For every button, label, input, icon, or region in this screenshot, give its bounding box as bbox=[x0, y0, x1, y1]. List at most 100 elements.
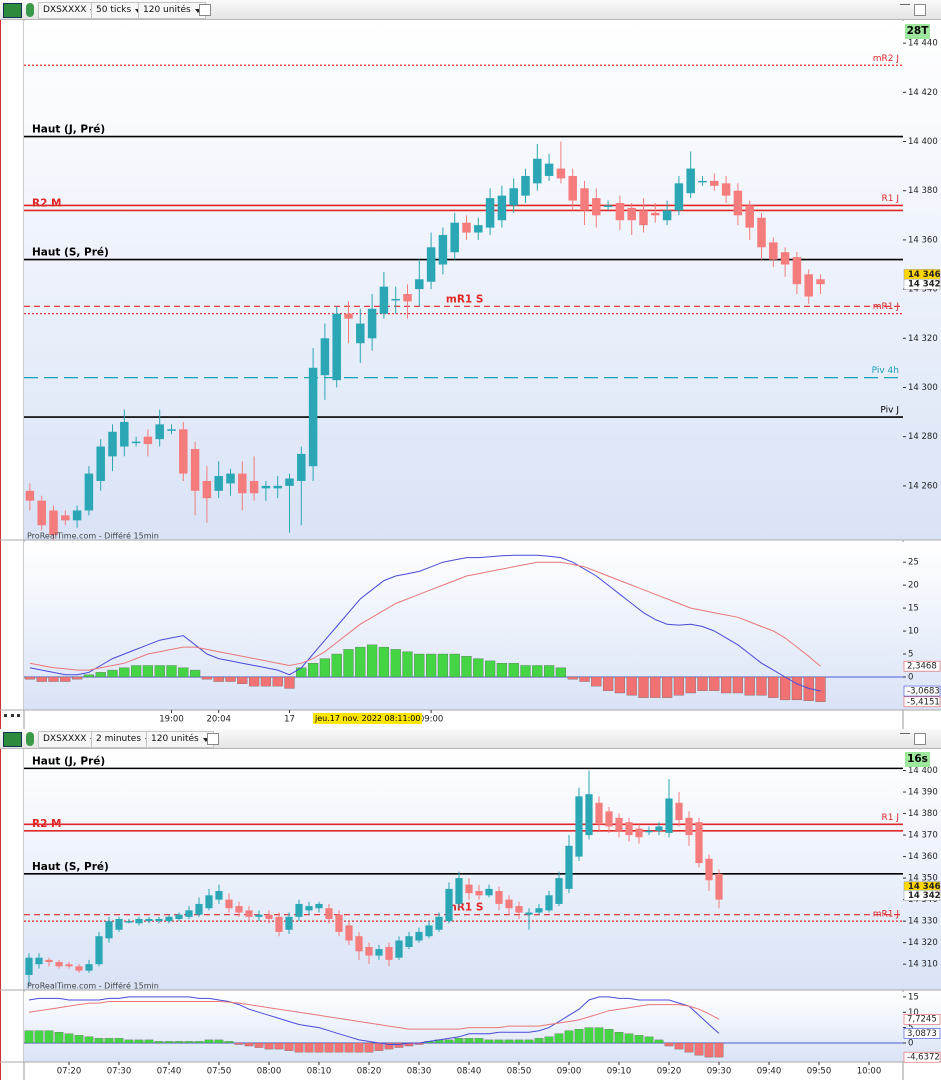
y-tick-label: 10 bbox=[908, 627, 919, 637]
histogram-bar bbox=[225, 676, 236, 682]
level-label: Haut (S, Pré) bbox=[32, 247, 109, 259]
histogram-bar bbox=[473, 658, 484, 678]
candle-body bbox=[685, 817, 693, 836]
y-tick-label: 14 350 bbox=[908, 874, 938, 884]
candle-body bbox=[733, 190, 743, 216]
candle-body bbox=[715, 873, 723, 900]
candle-body bbox=[651, 212, 660, 216]
candle-body bbox=[325, 908, 333, 919]
histogram-bar bbox=[296, 667, 307, 678]
y-tick-label: 14 310 bbox=[908, 960, 938, 970]
candle-body bbox=[25, 490, 35, 501]
histogram-bar bbox=[634, 1035, 644, 1044]
minimize[interactable] bbox=[900, 4, 910, 15]
candle-body bbox=[125, 921, 133, 923]
y-tick-label: 14 440 bbox=[908, 39, 938, 49]
candle-body bbox=[521, 175, 530, 196]
histogram-bar bbox=[674, 1042, 684, 1050]
histogram-bar bbox=[768, 676, 779, 698]
candle-body bbox=[285, 478, 294, 486]
histogram-bar bbox=[437, 653, 449, 678]
menu[interactable] bbox=[4, 714, 20, 721]
histogram-bar bbox=[54, 1032, 64, 1044]
value-marker-label: 3,0873 bbox=[907, 1029, 937, 1039]
candle-body bbox=[315, 903, 323, 909]
histogram-bar bbox=[520, 665, 531, 678]
candle-body bbox=[261, 485, 271, 489]
candle-body bbox=[403, 294, 412, 302]
histogram-bar bbox=[744, 676, 755, 696]
histogram-bar bbox=[474, 1038, 484, 1044]
candle-body bbox=[565, 845, 573, 889]
candle-body bbox=[379, 286, 389, 314]
histogram-bar bbox=[272, 676, 283, 687]
candle-body bbox=[485, 198, 495, 228]
histogram-bar bbox=[624, 1033, 634, 1044]
histogram-bar bbox=[402, 651, 413, 678]
y-tick-label: 14 330 bbox=[908, 917, 938, 927]
candle-body bbox=[445, 888, 453, 922]
candle-body bbox=[61, 515, 70, 521]
units[interactable]: 120 unités bbox=[146, 731, 214, 748]
histogram-bar bbox=[144, 1039, 154, 1044]
candle-body bbox=[65, 964, 73, 967]
maximize[interactable] bbox=[914, 4, 926, 16]
histogram-bar bbox=[248, 676, 260, 687]
histogram-bar bbox=[414, 653, 425, 678]
candle-body bbox=[365, 946, 373, 956]
units[interactable]: 120 unités bbox=[138, 2, 206, 19]
x-tick-label: 19:00 bbox=[159, 715, 184, 725]
histogram-bar bbox=[343, 649, 354, 678]
candle-body bbox=[75, 966, 83, 971]
histogram-bar bbox=[119, 667, 130, 678]
histogram-bar bbox=[36, 676, 47, 682]
x-tick-label: 08:50 bbox=[507, 1067, 532, 1077]
candle-body bbox=[665, 798, 673, 833]
histogram-bar bbox=[178, 667, 189, 678]
histogram-bar bbox=[579, 676, 590, 682]
candle-body bbox=[249, 480, 259, 494]
x-tick-label: 09:00 bbox=[557, 1067, 582, 1077]
histogram-bar bbox=[354, 1042, 364, 1053]
candle-body bbox=[438, 234, 448, 265]
histogram-bar bbox=[394, 1042, 404, 1048]
histogram-bar bbox=[274, 1042, 284, 1050]
candle-body bbox=[415, 931, 423, 941]
histogram-bar bbox=[524, 1039, 534, 1044]
y-tick-label: 14 380 bbox=[908, 809, 938, 819]
candle-body bbox=[505, 899, 513, 909]
histogram-bar bbox=[644, 1036, 654, 1044]
candle-body bbox=[804, 274, 813, 297]
candle-body bbox=[674, 183, 684, 211]
candle-body bbox=[675, 802, 683, 821]
histogram-bar bbox=[294, 1042, 304, 1053]
candle-body bbox=[568, 175, 577, 201]
panel-background bbox=[24, 992, 903, 1062]
histogram-bar bbox=[714, 1042, 724, 1058]
histogram-bar bbox=[709, 676, 720, 691]
candle-body bbox=[533, 158, 542, 184]
histogram-bar bbox=[554, 1033, 564, 1044]
histogram-bar bbox=[444, 1039, 454, 1044]
histogram-bar bbox=[514, 1039, 524, 1044]
x-tick-label: 20:04 bbox=[206, 715, 231, 725]
x-tick-label: 07:40 bbox=[157, 1067, 182, 1077]
candle-body bbox=[592, 198, 601, 216]
info[interactable] bbox=[207, 733, 219, 745]
histogram-bar bbox=[104, 1038, 114, 1044]
candle-body bbox=[545, 895, 553, 911]
candle-body bbox=[167, 429, 176, 431]
candle-body bbox=[356, 323, 365, 344]
candle-body bbox=[195, 903, 203, 915]
minimize[interactable] bbox=[900, 733, 910, 744]
maximize[interactable] bbox=[914, 733, 926, 745]
x-tick-label: 08:00 bbox=[257, 1067, 282, 1077]
info[interactable] bbox=[199, 4, 211, 16]
candle-body bbox=[580, 188, 589, 211]
panel-background bbox=[24, 749, 903, 990]
candle-body bbox=[202, 480, 212, 499]
candle-body bbox=[475, 891, 483, 896]
candle-body bbox=[214, 476, 223, 491]
candle-body bbox=[544, 163, 554, 176]
